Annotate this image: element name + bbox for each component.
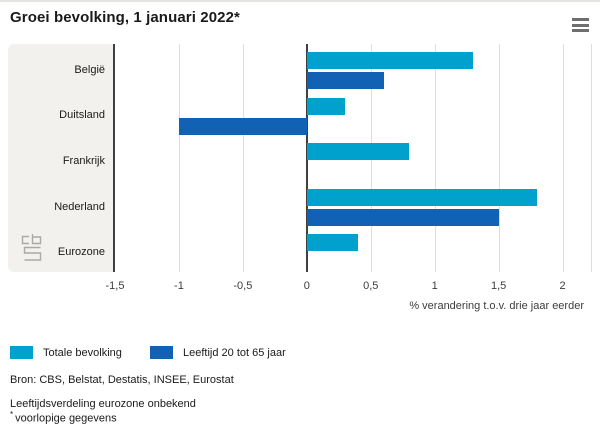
legend-item-leeftijd-20-tot-65-jaar: Leeftijd 20 tot 65 jaar — [150, 346, 286, 359]
legend-swatch-leeftijd-20-tot-65-jaar — [150, 346, 173, 359]
hamburger-line — [572, 29, 589, 32]
gridline — [434, 44, 436, 272]
legend: Totale bevolking Leeftijd 20 tot 65 jaar — [10, 346, 286, 359]
x-tick-label: 0 — [303, 280, 310, 292]
category-label-nederland: Nederland — [54, 200, 105, 213]
plot-area — [113, 44, 592, 272]
bar-nederland-leeftijd-20-tot-65-jaar[interactable] — [306, 208, 499, 226]
bar-belgi-totale-bevolking[interactable] — [306, 52, 474, 69]
hamburger-menu-icon[interactable] — [572, 18, 589, 32]
x-axis-title: % verandering t.o.v. drie jaar eerder — [409, 300, 584, 312]
footnote-preliminary: * voorlopige gegevens — [10, 410, 117, 425]
legend-label: Leeftijd 20 tot 65 jaar — [183, 346, 286, 359]
category-label-belgi: België — [74, 63, 105, 76]
x-tick-label: 0,5 — [363, 280, 379, 292]
legend-swatch-totale-bevolking — [10, 346, 33, 359]
footnote-text: voorlopige gegevens — [15, 412, 117, 425]
x-tick-label: 1 — [431, 280, 438, 292]
category-panel: België Duitsland Frankrijk Nederland Eurozon… — [8, 44, 113, 272]
gridline — [562, 44, 564, 272]
x-tick-label: -0,5 — [233, 280, 253, 292]
legend-item-totale-bevolking: Totale bevolking — [10, 346, 128, 359]
category-label-duitsland: Duitsland — [59, 109, 105, 122]
category-label-eurozone: Eurozone — [57, 246, 105, 259]
gridline — [178, 44, 180, 272]
bar-frankrijk-totale-bevolking[interactable] — [306, 143, 410, 161]
source-text: Bron: CBS, Belstat, Destatis, INSEE, Eur… — [10, 374, 234, 386]
bar-nederland-totale-bevolking[interactable] — [306, 188, 537, 206]
legend-label: Totale bevolking — [43, 346, 122, 359]
hamburger-line — [572, 18, 589, 21]
bar-eurozone-totale-bevolking[interactable] — [306, 234, 358, 252]
category-label-frankrijk: Frankrijk — [62, 154, 105, 167]
x-tick-label: 2 — [559, 280, 566, 292]
x-tick-label: -1 — [174, 280, 184, 292]
cbs-logo — [20, 233, 43, 267]
bar-duitsland-totale-bevolking[interactable] — [306, 97, 346, 115]
bar-chart: België Duitsland Frankrijk Nederland Eurozon… — [8, 44, 592, 272]
bar-duitsland-leeftijd-20-tot-65-jaar[interactable] — [178, 117, 307, 135]
x-tick-label: 1,5 — [490, 280, 507, 292]
bar-belgi-leeftijd-20-tot-65-jaar[interactable] — [306, 72, 384, 89]
plot-right-border — [591, 44, 592, 272]
footnote-marker: * — [10, 410, 14, 419]
gridline — [242, 44, 244, 272]
footnote-eurozone: Leeftijdsverdeling eurozone onbekend — [10, 398, 196, 410]
hamburger-line — [572, 23, 589, 27]
page-title: Groei bevolking, 1 januari 2022* — [10, 9, 240, 26]
gridline — [498, 44, 500, 272]
x-tick-label: -1,5 — [105, 280, 125, 292]
x-axis-ticks: -1,5 -1 -0,5 0 0,5 1 1,5 2 — [106, 280, 592, 294]
